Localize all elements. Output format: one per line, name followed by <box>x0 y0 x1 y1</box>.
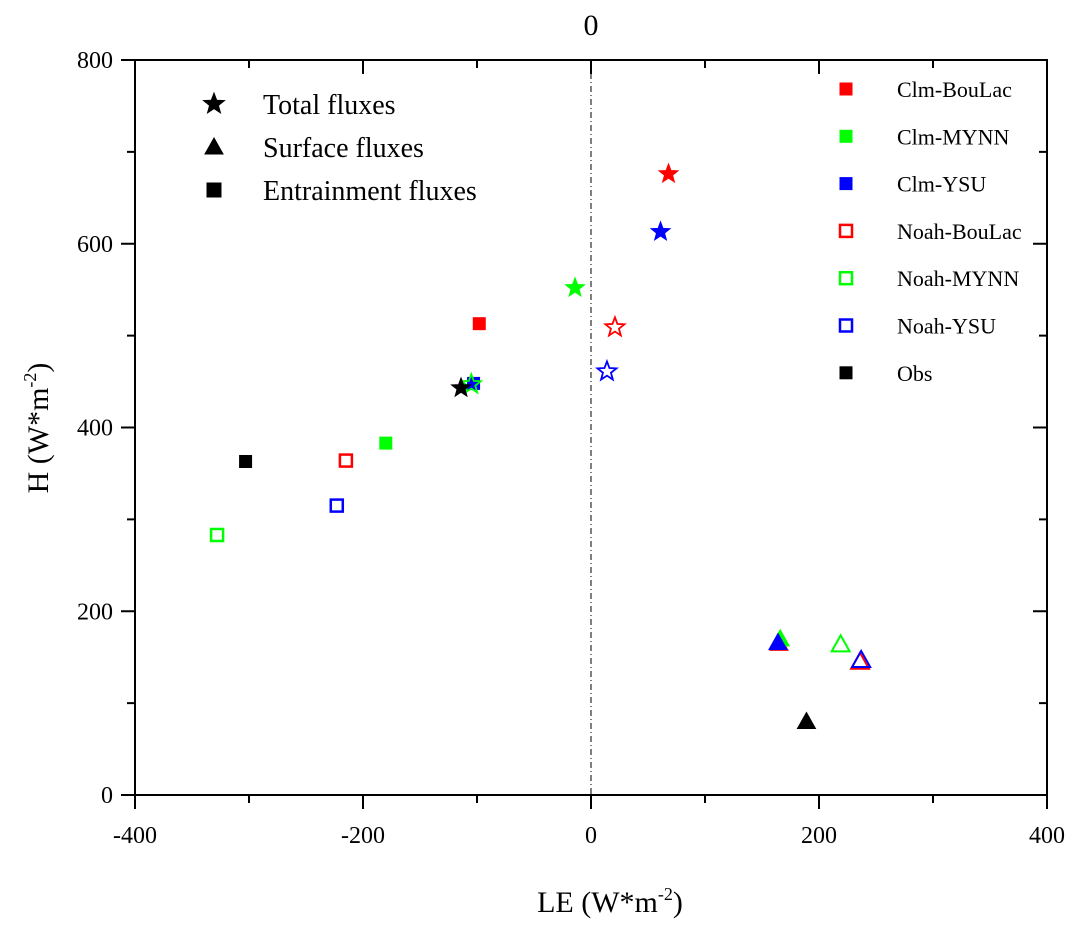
x-tick-label: -400 <box>113 823 157 849</box>
x-tick-label: 200 <box>801 823 837 849</box>
clm-boulac-entrainment-point <box>472 317 486 331</box>
x-tick-label: -200 <box>341 823 385 849</box>
series-legend-clm-mynn-marker <box>839 129 853 143</box>
obs-total-point <box>450 376 472 398</box>
series-legend-label: Noah-YSU <box>897 314 996 339</box>
clm-mynn-entrainment-point <box>379 436 393 450</box>
y-tick-label: 600 <box>77 232 113 258</box>
y-axis-title: H (W*m-2) <box>20 363 55 494</box>
obs-surface-point <box>796 711 817 729</box>
flux-legend-label: Total fluxes <box>263 90 396 121</box>
y-tick-label: 0 <box>101 783 113 809</box>
y-tick-label: 200 <box>77 599 113 625</box>
flux-legend-label: Surface fluxes <box>263 133 424 164</box>
y-axis-title-sup: -2 <box>20 373 40 388</box>
y-axis-title-main: H (W*m <box>22 388 55 494</box>
series-legend: Clm-BouLac Clm-MYNN Clm-YSU Noah-BouLac Noah… <box>838 77 1022 386</box>
x-axis-title-main: LE (W*m <box>537 886 658 919</box>
clm-boulac-total-point <box>657 162 680 184</box>
series-legend-label: Clm-BouLac <box>897 77 1012 102</box>
flux-legend-square-marker <box>206 182 222 198</box>
clm-ysu-total-point <box>649 220 672 242</box>
x-axis-title-end: ) <box>673 886 683 919</box>
flux-legend: Total fluxes Surface fluxes Entrainment fl… <box>202 90 477 207</box>
clm-ysu-surface-point <box>768 632 788 650</box>
series-legend-noah-boulac-marker <box>838 223 854 239</box>
noah-ysu-surface-point <box>850 648 872 668</box>
noah-ysu-entrainment-point <box>329 498 345 513</box>
clm-mynn-total-point <box>564 276 586 298</box>
flux-legend-star-marker <box>202 91 226 115</box>
noah-mynn-entrainment-point <box>209 527 225 543</box>
noah-mynn-total-point <box>459 371 484 395</box>
series-legend-noah-mynn-marker <box>838 270 854 286</box>
x-tick-label: 400 <box>1029 823 1065 849</box>
x-axis-title: LE (W*m-2) <box>537 884 683 919</box>
series-legend-label: Noah-BouLac <box>897 219 1022 244</box>
series-legend-label: Clm-MYNN <box>897 124 1010 149</box>
noah-mynn-surface-point <box>829 633 852 653</box>
x-tick-label: 0 <box>585 823 597 849</box>
top-axis-label: 0 <box>584 9 599 42</box>
obs-entrainment-point <box>239 454 253 468</box>
series-legend-label: Noah-MYNN <box>897 266 1019 291</box>
series-legend-noah-ysu-marker <box>838 318 854 333</box>
y-axis-title-end: ) <box>22 363 55 373</box>
noah-boulac-total-point <box>602 314 627 338</box>
y-tick-label: 800 <box>77 48 113 74</box>
noah-ysu-total-point <box>595 358 619 382</box>
flux-legend-triangle-marker <box>204 136 224 155</box>
series-legend-label: Clm-YSU <box>897 172 986 197</box>
flux-legend-label: Entrainment fluxes <box>263 176 477 207</box>
series-legend-label: Obs <box>897 361 932 386</box>
series-legend-clm-boulac-marker <box>839 82 853 96</box>
points-layer <box>209 162 872 729</box>
ticks-layer: -400 -200 0 200 400 0 200 400 600 800 <box>77 48 1065 849</box>
series-legend-clm-ysu-marker <box>839 177 853 191</box>
y-tick-label: 400 <box>77 416 113 442</box>
x-axis-title-sup: -2 <box>658 884 673 904</box>
series-legend-obs-marker <box>839 366 853 380</box>
noah-boulac-entrainment-point <box>338 453 354 468</box>
